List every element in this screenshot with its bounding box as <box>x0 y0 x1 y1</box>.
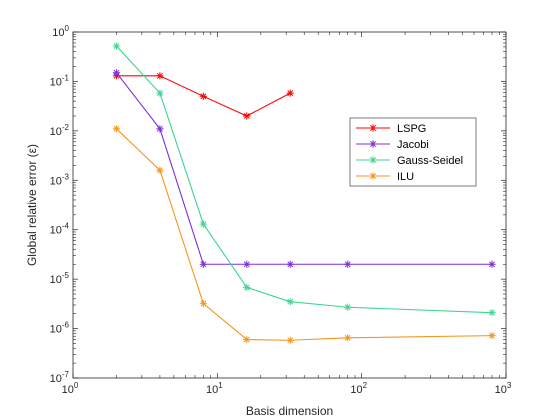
legend-entry: Jacobi <box>356 139 429 151</box>
x-tick-label: 103 <box>495 381 512 396</box>
y-tick-label: 10-4 <box>50 222 70 237</box>
tick-base: 10 <box>495 384 507 396</box>
data-point <box>112 125 121 133</box>
y-tick-label: 10-1 <box>50 73 70 88</box>
tick-base: 10 <box>50 225 62 237</box>
tick-exponent: 3 <box>507 381 512 390</box>
x-tick-label: 101 <box>206 381 223 396</box>
data-point <box>156 166 164 174</box>
tick-exponent: 2 <box>363 381 368 390</box>
y-tick-label: 10-5 <box>50 271 70 286</box>
legend-label: ILU <box>397 171 414 183</box>
data-point <box>156 72 164 80</box>
data-point <box>199 92 207 100</box>
data-point <box>286 336 294 344</box>
y-tick-label: 10-7 <box>50 370 70 385</box>
data-point <box>344 260 352 268</box>
x-tick-labels: 100 101 102 103 <box>62 381 512 396</box>
legend-label: Gauss-Seidel <box>397 155 463 167</box>
tick-base: 10 <box>50 373 62 385</box>
x-tick-label: 102 <box>350 381 367 396</box>
y-axis-label: Global relative error (ε) <box>25 144 39 266</box>
data-point <box>286 260 294 268</box>
legend-entry: Gauss-Seidel <box>356 155 463 167</box>
data-point <box>344 334 352 342</box>
legend-swatch-marker <box>369 172 377 180</box>
data-point <box>199 260 207 268</box>
tick-base: 10 <box>206 384 218 396</box>
plot-area-frame <box>72 31 507 379</box>
tick-base: 10 <box>50 175 62 187</box>
y-tick-label: 10-6 <box>50 321 70 336</box>
data-point <box>199 300 207 308</box>
tick-exponent: 0 <box>74 381 79 390</box>
axis-ticks <box>72 31 507 379</box>
legend: LSPG Jacobi Gauss-Seidel ILU <box>349 117 477 187</box>
legend-swatch-marker <box>369 124 377 132</box>
x-tick-label: 100 <box>62 381 79 396</box>
tick-base: 10 <box>50 274 62 286</box>
y-tick-label: 10-2 <box>50 123 70 138</box>
tick-exponent: 0 <box>65 24 70 33</box>
y-tick-label: 10-3 <box>50 172 70 187</box>
data-point <box>286 298 294 306</box>
series-jacobi <box>112 69 496 268</box>
data-point <box>243 112 251 120</box>
data-point <box>243 283 251 292</box>
tick-exponent: -4 <box>62 222 70 231</box>
data-point <box>112 42 121 50</box>
series-lspg <box>112 72 294 120</box>
tick-exponent: -2 <box>62 123 70 132</box>
tick-base: 10 <box>50 76 62 88</box>
legend-label: LSPG <box>397 123 426 135</box>
data-point <box>199 220 207 228</box>
data-point <box>243 335 251 344</box>
tick-base: 10 <box>350 384 362 396</box>
data-point <box>344 303 352 311</box>
legend-label: Jacobi <box>397 139 429 151</box>
data-point <box>243 260 251 268</box>
data-point <box>286 89 294 97</box>
series-gauss-seidel <box>112 42 496 317</box>
legend-swatch-marker <box>369 140 377 148</box>
data-point <box>156 89 164 97</box>
tick-exponent: -7 <box>62 370 70 379</box>
tick-base: 10 <box>62 384 74 396</box>
data-point <box>488 309 496 317</box>
tick-exponent: 1 <box>218 381 223 390</box>
legend-swatch-marker <box>369 156 377 164</box>
series-ilu <box>112 125 496 344</box>
data-point <box>488 332 496 340</box>
tick-exponent: -5 <box>62 271 70 280</box>
x-axis-label: Basis dimension <box>246 404 333 418</box>
tick-base: 10 <box>52 27 64 39</box>
tick-base: 10 <box>50 324 62 336</box>
y-tick-label: 100 <box>52 24 69 39</box>
tick-exponent: -3 <box>62 172 70 181</box>
data-point <box>112 69 121 77</box>
legend-entry: LSPG <box>356 123 426 135</box>
data-point <box>488 260 496 268</box>
tick-base: 10 <box>50 126 62 138</box>
data-point <box>156 125 164 133</box>
tick-exponent: -1 <box>62 73 70 82</box>
legend-entry: ILU <box>356 171 414 183</box>
tick-exponent: -6 <box>62 321 70 330</box>
series-layer <box>112 42 496 344</box>
